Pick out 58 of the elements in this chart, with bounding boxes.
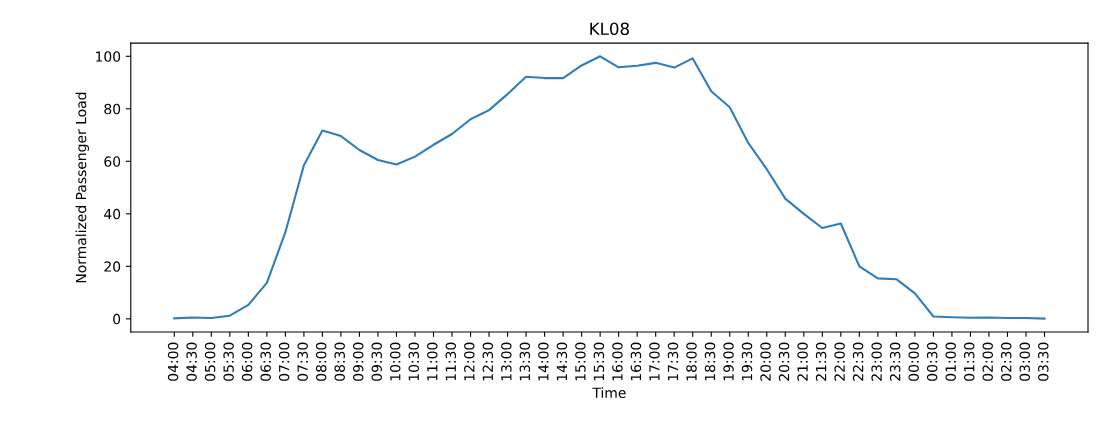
x-tick-label: 05:00 [204, 342, 216, 381]
x-tick-label: 00:00 [908, 342, 919, 381]
x-tick-label: 06:30 [260, 342, 271, 381]
x-tick-label: 10:00 [390, 342, 401, 381]
x-tick-label: 01:00 [945, 342, 956, 381]
x-tick-label: 20:00 [760, 342, 771, 381]
x-tick-label: 18:00 [686, 342, 697, 381]
x-tick-label: 18:30 [704, 342, 716, 381]
x-tick-label: 12:30 [482, 342, 494, 381]
x-tick-label: 06:00 [241, 342, 253, 381]
x-tick-label: 04:30 [186, 342, 197, 381]
x-tick-label: 13:00 [501, 342, 512, 381]
y-axis-title: Normalized Passenger Load [75, 92, 89, 283]
x-tick-label: 09:30 [371, 342, 382, 381]
x-tick-label: 15:00 [575, 342, 586, 381]
y-tick-label: 60 [104, 156, 121, 167]
x-tick-label: 20:30 [778, 342, 790, 381]
y-tick-label: 40 [104, 208, 121, 220]
y-tick-label: 80 [104, 103, 121, 115]
x-tick-label: 03:00 [1019, 342, 1031, 381]
y-tick-label: 0 [113, 313, 121, 325]
x-tick-label: 07:00 [278, 342, 290, 381]
y-tick-label: 100 [96, 51, 121, 62]
x-tick-label: 08:00 [315, 342, 327, 381]
x-tick-label: 14:30 [556, 342, 568, 381]
x-tick-label: 22:30 [852, 342, 864, 381]
x-tick-label: 05:30 [223, 342, 234, 381]
x-tick-label: 14:00 [538, 342, 549, 381]
x-tick-label: 01:30 [963, 342, 975, 381]
x-tick-label: 21:30 [815, 342, 827, 381]
x-tick-label: 19:00 [723, 342, 734, 381]
x-tick-label: 07:30 [297, 342, 308, 381]
x-tick-label: 03:30 [1038, 342, 1049, 381]
x-tick-label: 16:00 [612, 342, 623, 381]
x-tick-label: 21:00 [797, 342, 808, 381]
x-tick-label: 00:30 [926, 342, 938, 381]
x-tick-label: 17:30 [667, 342, 679, 381]
x-tick-label: 08:30 [334, 342, 345, 381]
x-tick-label: 23:30 [889, 342, 901, 381]
x-axis-title: Time [592, 387, 626, 399]
x-tick-label: 22:00 [834, 342, 845, 381]
x-tick-label: 11:00 [427, 342, 438, 381]
x-tick-label: 19:30 [741, 342, 753, 381]
x-tick-label: 11:30 [445, 342, 457, 381]
line-series [173, 55, 1046, 320]
x-tick-label: 02:00 [982, 342, 993, 381]
x-tick-label: 12:00 [464, 342, 475, 381]
x-tick-label: 23:00 [871, 342, 882, 381]
x-tick-label: 10:30 [408, 342, 420, 381]
x-tick-label: 04:00 [167, 342, 179, 381]
x-tick-label: 02:30 [1000, 342, 1012, 381]
x-tick-label: 16:30 [630, 342, 642, 381]
x-tick-label: 13:30 [519, 342, 531, 381]
x-tick-label: 09:00 [352, 342, 364, 381]
x-tick-label: 15:30 [593, 342, 605, 381]
chart-title: KL08 [590, 22, 629, 36]
x-tick-label: 17:00 [649, 342, 660, 381]
y-tick-label: 20 [104, 261, 121, 272]
